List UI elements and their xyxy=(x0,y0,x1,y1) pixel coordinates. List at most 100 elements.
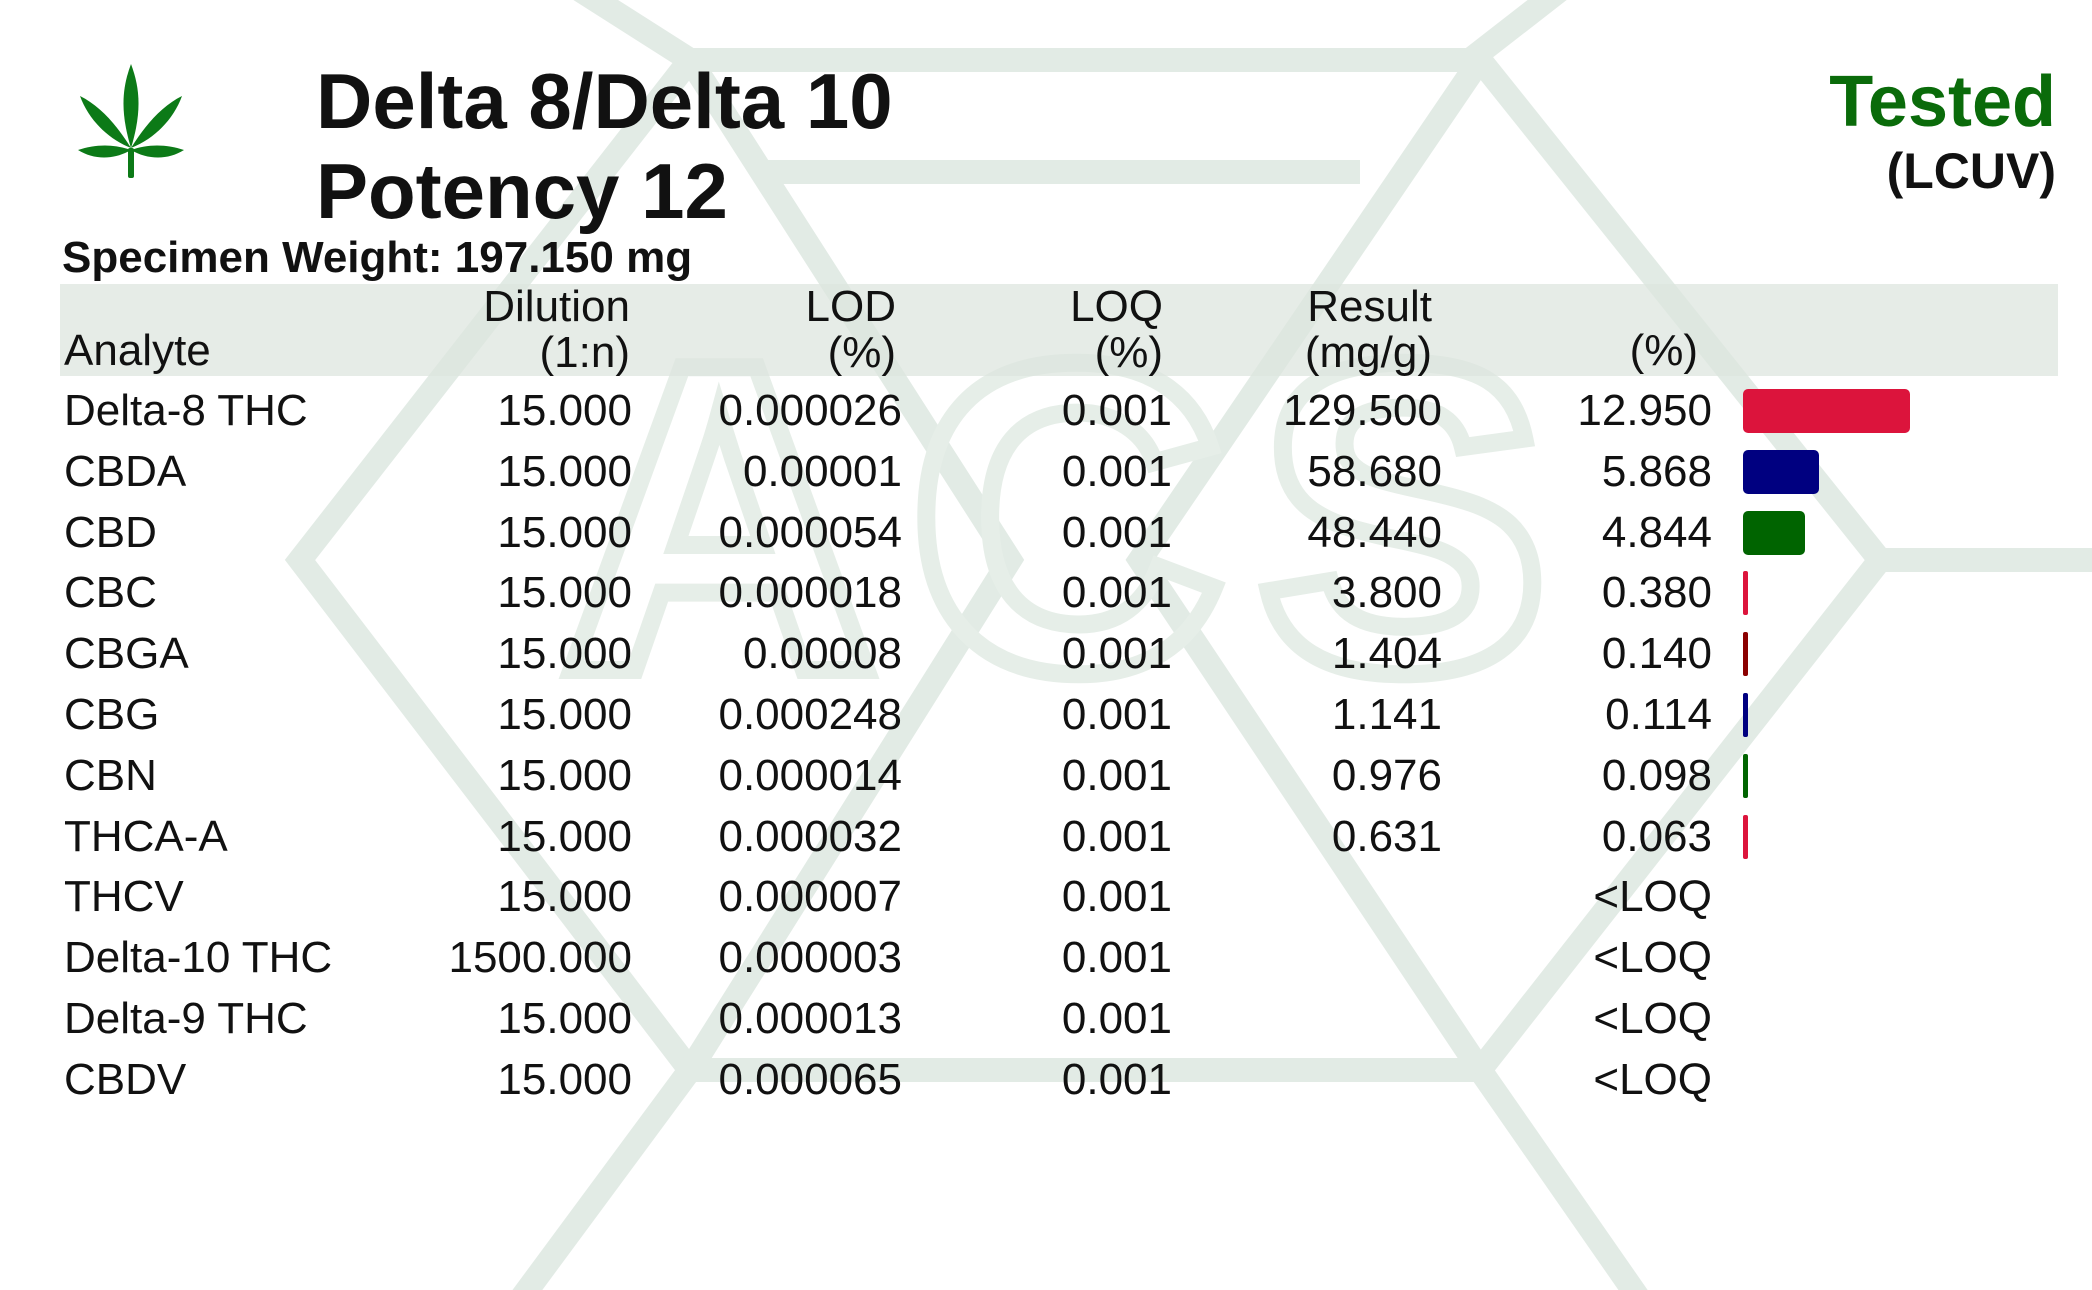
percent-bar xyxy=(1743,449,1819,494)
percent-cell: 0.140 xyxy=(1601,629,1712,679)
report-title-line-1: Delta 8/Delta 10 xyxy=(316,57,893,145)
dilution-cell: 15.000 xyxy=(497,750,632,800)
result-cell: 1.404 xyxy=(1331,629,1442,679)
lod-cell: 0.000026 xyxy=(718,386,902,435)
dilution-cell: 15.000 xyxy=(497,994,632,1043)
dilution-cell: 15.000 xyxy=(497,386,632,435)
result-cell: 1.141 xyxy=(1331,690,1442,739)
percent-bar xyxy=(1743,510,1806,555)
table-row: CBDV 15.000 0.000065 0.001 <LOQ xyxy=(0,1049,2092,1110)
lod-cell: 0.000054 xyxy=(718,507,902,557)
loq-cell: 0.001 xyxy=(1061,568,1172,618)
percent-bar xyxy=(1743,389,1911,433)
lod-cell: 0.00008 xyxy=(742,629,902,679)
lod-cell: 0.000013 xyxy=(718,994,902,1043)
percent-cell: <LOQ xyxy=(1593,872,1712,922)
table-row: Delta-8 THC 15.000 0.000026 0.001 129.500 12.… xyxy=(0,380,2092,441)
result-cell: 3.800 xyxy=(1331,568,1442,618)
percent-bar xyxy=(1743,753,1748,798)
analyte-cell: CBDA xyxy=(64,446,187,496)
percent-cell: <LOQ xyxy=(1593,994,1712,1043)
analyte-cell: THCA-A xyxy=(64,811,228,861)
result-cell: 58.680 xyxy=(1307,446,1442,496)
column-header-lod: LOD (%) xyxy=(805,282,896,377)
lod-cell: 0.000018 xyxy=(718,568,902,618)
dilution-cell: 15.000 xyxy=(497,690,632,739)
percent-cell: 5.868 xyxy=(1601,446,1712,496)
analyte-cell: Delta-9 THC xyxy=(64,994,308,1043)
analyte-cell: Delta-8 THC xyxy=(64,386,308,435)
loq-cell: 0.001 xyxy=(1061,933,1172,983)
loq-cell: 0.001 xyxy=(1061,811,1172,861)
result-cell: 48.440 xyxy=(1307,507,1442,557)
table-row: CBG 15.000 0.000248 0.001 1.141 0.114 xyxy=(0,684,2092,745)
column-header-percent: (%) xyxy=(1629,326,1698,375)
loq-cell: 0.001 xyxy=(1061,507,1172,557)
lod-cell: 0.000014 xyxy=(718,750,902,800)
percent-bar xyxy=(1743,571,1748,616)
table-row: CBDA 15.000 0.00001 0.001 58.680 5.868 xyxy=(0,441,2092,502)
percent-cell: 0.063 xyxy=(1601,811,1712,861)
table-row: CBC 15.000 0.000018 0.001 3.800 0.380 xyxy=(0,562,2092,623)
analyte-cell: CBC xyxy=(64,568,157,618)
result-cell: 0.631 xyxy=(1331,811,1442,861)
percent-bar xyxy=(1743,693,1748,737)
lod-cell: 0.00001 xyxy=(742,446,902,496)
loq-cell: 0.001 xyxy=(1061,750,1172,800)
column-header-loq: LOQ (%) xyxy=(1070,282,1163,377)
cannabis-leaf-icon xyxy=(78,64,184,178)
analyte-cell: CBG xyxy=(64,690,160,739)
table-row: THCA-A 15.000 0.000032 0.001 0.631 0.063 xyxy=(0,806,2092,867)
result-cell: 129.500 xyxy=(1282,386,1442,435)
table-row: CBGA 15.000 0.00008 0.001 1.404 0.140 xyxy=(0,623,2092,684)
specimen-weight: Specimen Weight: 197.150 mg xyxy=(62,233,693,282)
percent-cell: <LOQ xyxy=(1593,933,1712,983)
table-header-band xyxy=(60,284,2058,376)
percent-bar xyxy=(1743,632,1748,677)
dilution-cell: 15.000 xyxy=(497,446,632,496)
dilution-cell: 1500.000 xyxy=(448,933,632,983)
analyte-cell: Delta-10 THC xyxy=(64,933,333,983)
table-row: CBN 15.000 0.000014 0.001 0.976 0.098 xyxy=(0,745,2092,806)
loq-cell: 0.001 xyxy=(1061,386,1172,435)
table-row: Delta-9 THC 15.000 0.000013 0.001 <LOQ xyxy=(0,988,2092,1049)
table-row: THCV 15.000 0.000007 0.001 <LOQ xyxy=(0,866,2092,927)
lod-cell: 0.000248 xyxy=(718,690,902,739)
analyte-cell: THCV xyxy=(64,872,184,922)
analyte-cell: CBGA xyxy=(64,629,189,679)
column-header-result: Result (mg/g) xyxy=(1304,282,1432,377)
percent-cell: 0.098 xyxy=(1601,750,1712,800)
result-cell: 0.976 xyxy=(1331,750,1442,800)
lod-cell: 0.000007 xyxy=(718,872,902,922)
loq-cell: 0.001 xyxy=(1061,994,1172,1043)
dilution-cell: 15.000 xyxy=(497,568,632,618)
lod-cell: 0.000032 xyxy=(718,811,902,861)
lod-cell: 0.000003 xyxy=(718,933,902,983)
percent-bar xyxy=(1743,814,1748,859)
status-label: Tested xyxy=(1829,62,2056,142)
percent-cell: 0.114 xyxy=(1605,690,1712,739)
loq-cell: 0.001 xyxy=(1061,690,1172,739)
column-header-analyte: Analyte xyxy=(64,326,211,375)
analyte-cell: CBN xyxy=(64,750,157,800)
percent-cell: <LOQ xyxy=(1593,1054,1712,1104)
dilution-cell: 15.000 xyxy=(497,507,632,557)
loq-cell: 0.001 xyxy=(1061,629,1172,679)
loq-cell: 0.001 xyxy=(1061,872,1172,922)
loq-cell: 0.001 xyxy=(1061,446,1172,496)
report-title-line-2: Potency 12 xyxy=(316,147,728,235)
dilution-cell: 15.000 xyxy=(497,629,632,679)
analyte-cell: CBDV xyxy=(64,1054,187,1104)
percent-cell: 4.844 xyxy=(1601,507,1712,557)
dilution-cell: 15.000 xyxy=(497,811,632,861)
dilution-cell: 15.000 xyxy=(497,1054,632,1104)
loq-cell: 0.001 xyxy=(1061,1054,1172,1104)
method-label: (LCUV) xyxy=(1886,143,2056,199)
column-header-dilution: Dilution (1:n) xyxy=(483,282,630,377)
lod-cell: 0.000065 xyxy=(718,1054,902,1104)
percent-cell: 12.950 xyxy=(1577,386,1712,435)
dilution-cell: 15.000 xyxy=(497,872,632,922)
table-row: Delta-10 THC 1500.000 0.000003 0.001 <LOQ xyxy=(0,927,2092,988)
table-row: CBD 15.000 0.000054 0.001 48.440 4.844 xyxy=(0,502,2092,563)
percent-cell: 0.380 xyxy=(1601,568,1712,618)
